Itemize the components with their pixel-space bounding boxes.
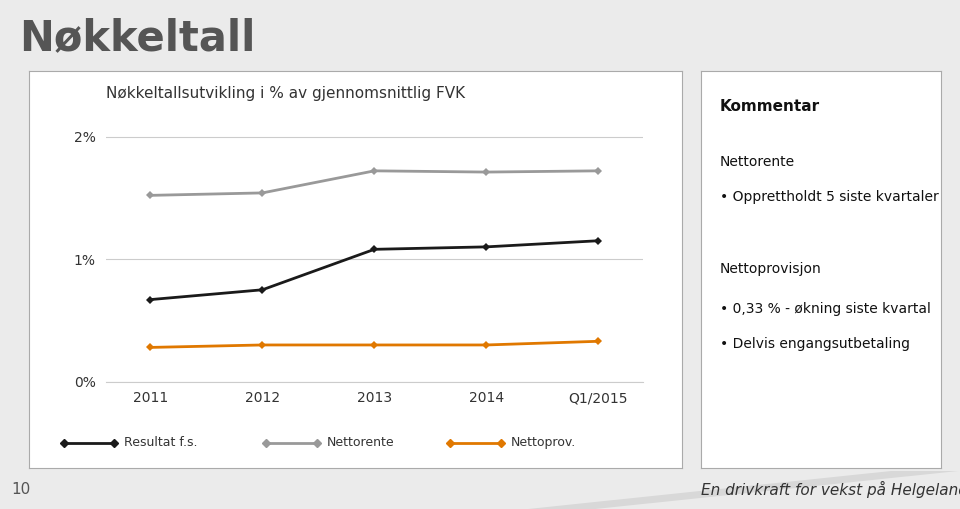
Text: • 0,33 % - økning siste kvartal: • 0,33 % - økning siste kvartal — [720, 301, 931, 316]
Text: Nettorente: Nettorente — [720, 155, 795, 168]
Text: Nøkkeltallsutvikling i % av gjennomsnittlig FVK: Nøkkeltallsutvikling i % av gjennomsnitt… — [106, 86, 465, 101]
Text: • Opprettholdt 5 siste kvartaler: • Opprettholdt 5 siste kvartaler — [720, 190, 939, 205]
Text: Nettorente: Nettorente — [326, 436, 395, 449]
Text: Nøkkeltall: Nøkkeltall — [19, 17, 255, 59]
Text: 10: 10 — [12, 483, 31, 497]
Text: En drivkraft for vekst på Helgeland: En drivkraft for vekst på Helgeland — [701, 482, 960, 498]
Text: Nettoprov.: Nettoprov. — [511, 436, 576, 449]
Polygon shape — [528, 471, 960, 509]
Text: Resultat f.s.: Resultat f.s. — [124, 436, 198, 449]
Text: Kommentar: Kommentar — [720, 99, 820, 114]
Text: Nettoprovisjon: Nettoprovisjon — [720, 262, 822, 276]
Text: • Delvis engangsutbetaling: • Delvis engangsutbetaling — [720, 337, 910, 351]
